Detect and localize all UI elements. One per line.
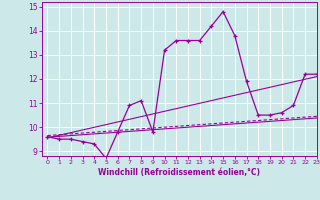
X-axis label: Windchill (Refroidissement éolien,°C): Windchill (Refroidissement éolien,°C) xyxy=(98,168,260,177)
